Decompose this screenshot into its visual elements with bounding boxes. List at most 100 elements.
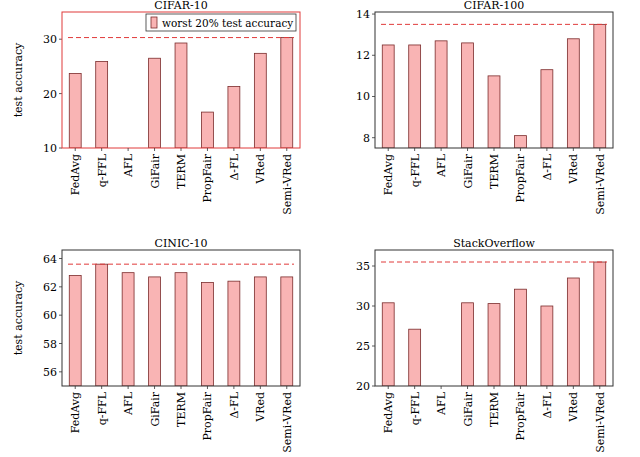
- panel: StackOverflow20253035FedAvgq-FFLAFLGiFai…: [356, 237, 613, 453]
- legend-swatch: [151, 17, 157, 28]
- plot-area: [381, 262, 607, 386]
- bar: [382, 303, 394, 386]
- plot-area: [68, 38, 294, 148]
- title: StackOverflow: [453, 237, 535, 250]
- reference-line: [381, 262, 607, 263]
- x-tick: [520, 148, 521, 151]
- x-tick-label: Δ-FL: [541, 153, 554, 180]
- x-tick: [414, 386, 415, 389]
- bar: [514, 289, 526, 386]
- y-tick-label: 8: [363, 132, 370, 145]
- y-tick-label: 30: [43, 33, 57, 46]
- x-tick: [154, 148, 155, 151]
- bar: [488, 304, 500, 386]
- x-tick: [599, 386, 600, 389]
- y-tick-label: 12: [356, 49, 370, 62]
- y-tick-label: 64: [43, 253, 57, 266]
- x-tick-label: GiFair: [149, 153, 162, 188]
- bar: [149, 58, 161, 148]
- x-tick-label: VRed: [567, 392, 580, 423]
- y-tick-label: 10: [356, 90, 370, 103]
- x-tick-label: GiFair: [149, 391, 162, 426]
- plot-area: [381, 24, 607, 148]
- panel: CIFAR-10test accuracy102030FedAvgq-FFLAF…: [12, 0, 300, 215]
- x-tick: [414, 148, 415, 151]
- y-tick-label: 10: [43, 142, 57, 155]
- bar: [462, 43, 474, 148]
- bar: [69, 73, 81, 148]
- x-tick: [154, 386, 155, 389]
- x-tick-label: q-FFL: [96, 153, 109, 187]
- bar: [96, 62, 108, 148]
- bar: [122, 273, 134, 386]
- x-tick: [520, 386, 521, 389]
- panel: CIFAR-1008101214FedAvgq-FFLAFLGiFairTERM…: [356, 0, 613, 215]
- bar: [254, 277, 266, 386]
- bar: [488, 76, 500, 148]
- y-tick-label: 20: [43, 88, 57, 101]
- bar: [541, 306, 553, 386]
- bar: [594, 262, 606, 386]
- x-tick-label: q-FFL: [409, 391, 422, 425]
- y-axis-label: test accuracy: [12, 42, 25, 117]
- x-tick: [441, 148, 442, 151]
- bar: [382, 45, 394, 148]
- x-tick-label: GiFair: [462, 391, 475, 426]
- bar: [567, 39, 579, 148]
- bar: [175, 43, 187, 148]
- x-tick: [546, 386, 547, 389]
- title: CINIC-10: [155, 237, 208, 250]
- frame: [62, 12, 300, 148]
- x-tick-label: GiFair: [462, 153, 475, 188]
- x-tick-label: TERM: [488, 154, 501, 189]
- x-tick-label: TERM: [488, 392, 501, 427]
- x-tick-label: Semi-VRed: [281, 154, 294, 215]
- y-tick-label: 60: [43, 309, 57, 322]
- title: CIFAR-100: [464, 0, 524, 12]
- x-tick: [599, 148, 600, 151]
- x-tick-label: AFL: [435, 391, 448, 416]
- frame: [62, 250, 300, 386]
- x-tick-label: AFL: [435, 153, 448, 178]
- y-tick-label: 25: [356, 340, 370, 353]
- x-tick: [207, 148, 208, 151]
- bar: [175, 273, 187, 386]
- x-tick: [233, 148, 234, 151]
- bar: [254, 53, 266, 148]
- x-tick: [101, 148, 102, 151]
- bar: [96, 264, 108, 386]
- x-tick-label: FedAvg: [69, 392, 82, 433]
- x-tick: [181, 148, 182, 151]
- x-tick-label: PropFair: [514, 153, 527, 202]
- x-tick: [494, 386, 495, 389]
- x-tick-label: TERM: [175, 154, 188, 189]
- x-tick-label: q-FFL: [409, 153, 422, 187]
- bar: [201, 283, 213, 386]
- x-tick-label: PropFair: [201, 153, 214, 202]
- x-tick-label: PropFair: [514, 391, 527, 440]
- x-tick: [233, 386, 234, 389]
- bar: [281, 277, 293, 386]
- panel: CINIC-10test accuracy5658606264FedAvgq-F…: [12, 237, 300, 453]
- x-tick-label: TERM: [175, 392, 188, 427]
- y-tick-label: 35: [356, 260, 370, 273]
- x-tick: [441, 386, 442, 389]
- x-tick: [467, 148, 468, 151]
- bar: [201, 112, 213, 148]
- frame: [375, 12, 613, 148]
- x-tick-label: FedAvg: [69, 154, 82, 195]
- bar: [409, 329, 421, 386]
- x-tick: [573, 148, 574, 151]
- x-tick: [573, 386, 574, 389]
- x-tick-label: Δ-FL: [541, 391, 554, 418]
- bar: [514, 136, 526, 148]
- frame: [375, 250, 613, 386]
- x-tick: [260, 148, 261, 151]
- reference-line: [68, 264, 294, 265]
- x-tick-label: FedAvg: [382, 154, 395, 195]
- x-tick-label: VRed: [567, 154, 580, 185]
- x-tick: [260, 386, 261, 389]
- x-tick-label: PropFair: [201, 391, 214, 440]
- bar: [541, 70, 553, 148]
- x-tick: [75, 386, 76, 389]
